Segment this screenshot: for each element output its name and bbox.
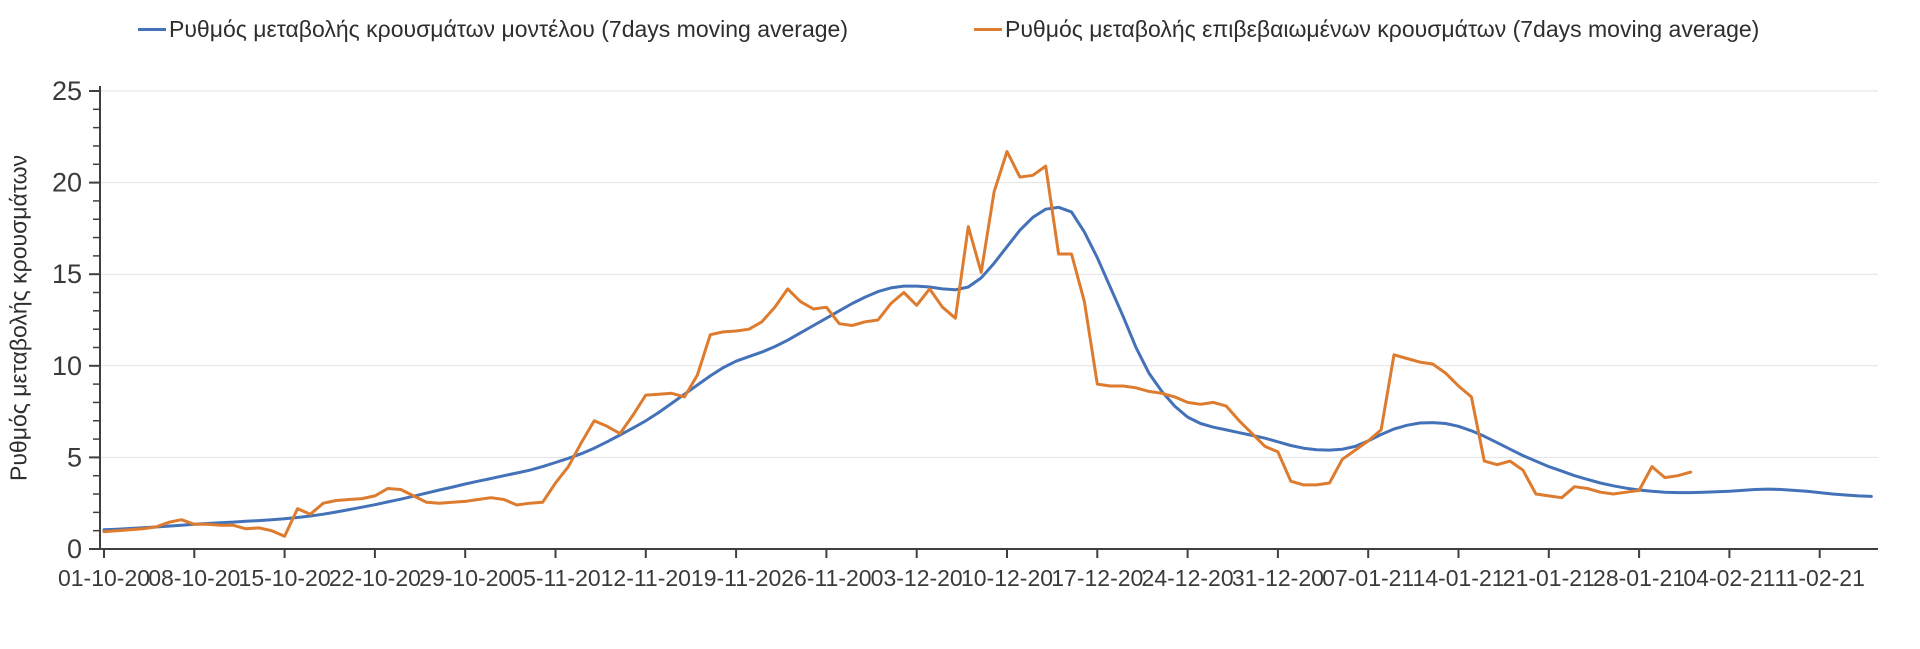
y-tick-label: 0 bbox=[67, 534, 82, 564]
x-tick-label: 19-11-20 bbox=[691, 565, 781, 591]
model-series-line bbox=[102, 205, 1873, 532]
x-tick-label: 26-11-20 bbox=[781, 565, 871, 591]
x-tick-label: 04-02-21 bbox=[1683, 565, 1775, 591]
y-tick-label: 5 bbox=[67, 442, 82, 472]
x-tick-label: 22-10-20 bbox=[329, 565, 421, 591]
x-tick-label: 08-10-20 bbox=[148, 565, 240, 591]
model-series-line-marker bbox=[138, 28, 166, 31]
legend-item-model: Ρυθμός μεταβολής κρουσμάτων μοντέλου (7d… bbox=[138, 16, 848, 43]
x-tick-label: 14-01-21 bbox=[1412, 565, 1504, 591]
x-tick-label: 15-10-20 bbox=[239, 565, 331, 591]
x-tick-label: 01-10-20 bbox=[58, 565, 150, 591]
y-tick-label: 25 bbox=[52, 76, 82, 106]
legend-label-model: Ρυθμός μεταβολής κρουσμάτων μοντέλου (7d… bbox=[169, 16, 848, 42]
x-tick-label: 24-12-20 bbox=[1142, 565, 1234, 591]
legend-label-confirmed: Ρυθμός μεταβολής επιβεβαιωμένων κρουσμάτ… bbox=[1004, 16, 1760, 42]
x-tick-label: 17-12-20 bbox=[1051, 565, 1143, 591]
x-tick-label: 28-01-21 bbox=[1593, 565, 1685, 591]
x-tick-label: 21-01-21 bbox=[1503, 565, 1595, 591]
x-tick-label: 29-10-20 bbox=[419, 565, 511, 591]
x-tick-label: 05-11-20 bbox=[510, 565, 600, 591]
x-tick-label: 12-11-20 bbox=[601, 565, 691, 591]
confirmed-series-line-marker bbox=[973, 28, 1002, 31]
x-tick-label: 31-12-20 bbox=[1232, 565, 1324, 591]
y-tick-label: 15 bbox=[52, 259, 82, 289]
x-tick-label: 07-01-21 bbox=[1322, 565, 1414, 591]
x-tick-label: 03-12-20 bbox=[871, 565, 963, 591]
x-tick-label: 11-02-21 bbox=[1775, 565, 1865, 591]
x-tick-label: 10-12-20 bbox=[961, 565, 1053, 591]
y-tick-label: 10 bbox=[52, 351, 82, 381]
confirmed-series-line bbox=[102, 150, 1693, 538]
y-tick-label: 20 bbox=[52, 168, 82, 198]
legend: Ρυθμός μεταβολής κρουσμάτων μοντέλου (7d… bbox=[138, 16, 1759, 43]
legend-item-confirmed: Ρυθμός μεταβολής επιβεβαιωμένων κρουσμάτ… bbox=[973, 16, 1760, 43]
